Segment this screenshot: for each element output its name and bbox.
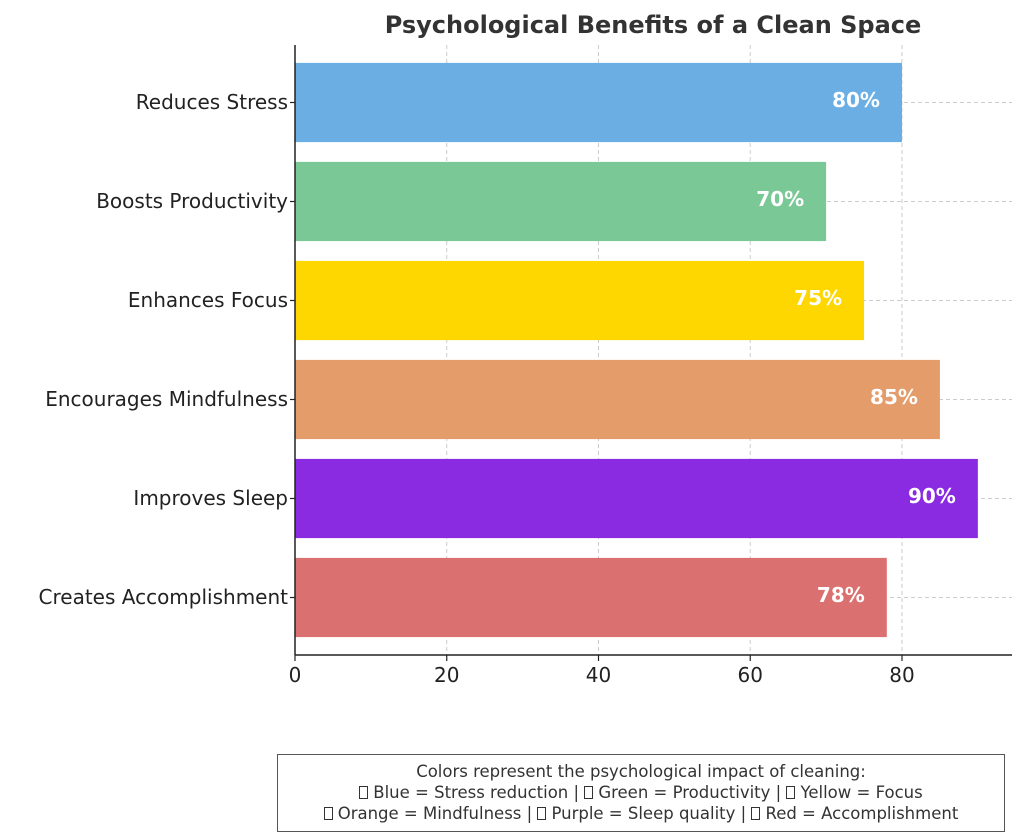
category-label: Enhances Focus (128, 288, 288, 312)
bars: 80% 70% 75% 85% 90% 78% (295, 62, 978, 638)
missing-glyph-icon (537, 807, 547, 820)
x-tick-label: 60 (738, 663, 763, 687)
legend-heading: Colors represent the psychological impac… (416, 762, 866, 781)
bar (295, 359, 940, 440)
bar (295, 557, 887, 638)
bar (295, 260, 865, 341)
missing-glyph-icon (751, 807, 761, 820)
legend-blue: Blue = Stress reduction | (373, 783, 580, 802)
bar-chart: Psychological Benefits of a Clean Space … (39, 11, 1012, 687)
chart-title: Psychological Benefits of a Clean Space (385, 11, 922, 39)
legend-red: Red = Accomplishment (765, 804, 959, 823)
missing-glyph-icon (359, 786, 369, 799)
legend-line-2: Orange = Mindfulness | Purple = Sleep qu… (278, 803, 1004, 824)
category-label: Encourages Mindfulness (45, 387, 288, 411)
bar (295, 161, 827, 242)
legend-green: Green = Productivity | (598, 783, 782, 802)
x-tick-label: 80 (889, 663, 914, 687)
bar (295, 458, 978, 539)
missing-glyph-icon (323, 807, 333, 820)
bar-data-label: 75% (794, 286, 842, 310)
legend-yellow: Yellow = Focus (800, 783, 923, 802)
bar-data-label: 85% (870, 385, 918, 409)
bar (295, 62, 902, 143)
category-label: Reduces Stress (136, 90, 288, 114)
category-label: Boosts Productivity (96, 189, 288, 213)
category-label: Creates Accomplishment (39, 585, 289, 609)
legend-orange: Orange = Mindfulness | (337, 804, 533, 823)
x-tick-label: 40 (586, 663, 611, 687)
bar-data-label: 70% (756, 187, 804, 211)
legend-purple: Purple = Sleep quality | (551, 804, 747, 823)
missing-glyph-icon (786, 786, 796, 799)
bar-data-label: 78% (817, 583, 865, 607)
missing-glyph-icon (584, 786, 594, 799)
color-legend-note: Colors represent the psychological impac… (277, 754, 1005, 832)
x-tick-label: 20 (434, 663, 459, 687)
category-label: Improves Sleep (133, 486, 288, 510)
x-tick-label: 0 (289, 663, 302, 687)
axes: Reduces Stress Boosts Productivity Enhance… (39, 45, 1012, 687)
bar-data-label: 90% (908, 484, 956, 508)
bar-data-label: 80% (832, 88, 880, 112)
legend-line-1: Blue = Stress reduction | Green = Produc… (278, 782, 1004, 803)
